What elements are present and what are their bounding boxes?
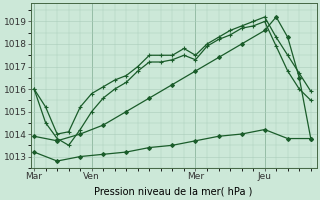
X-axis label: Pression niveau de la mer( hPa ): Pression niveau de la mer( hPa ) bbox=[94, 187, 253, 197]
